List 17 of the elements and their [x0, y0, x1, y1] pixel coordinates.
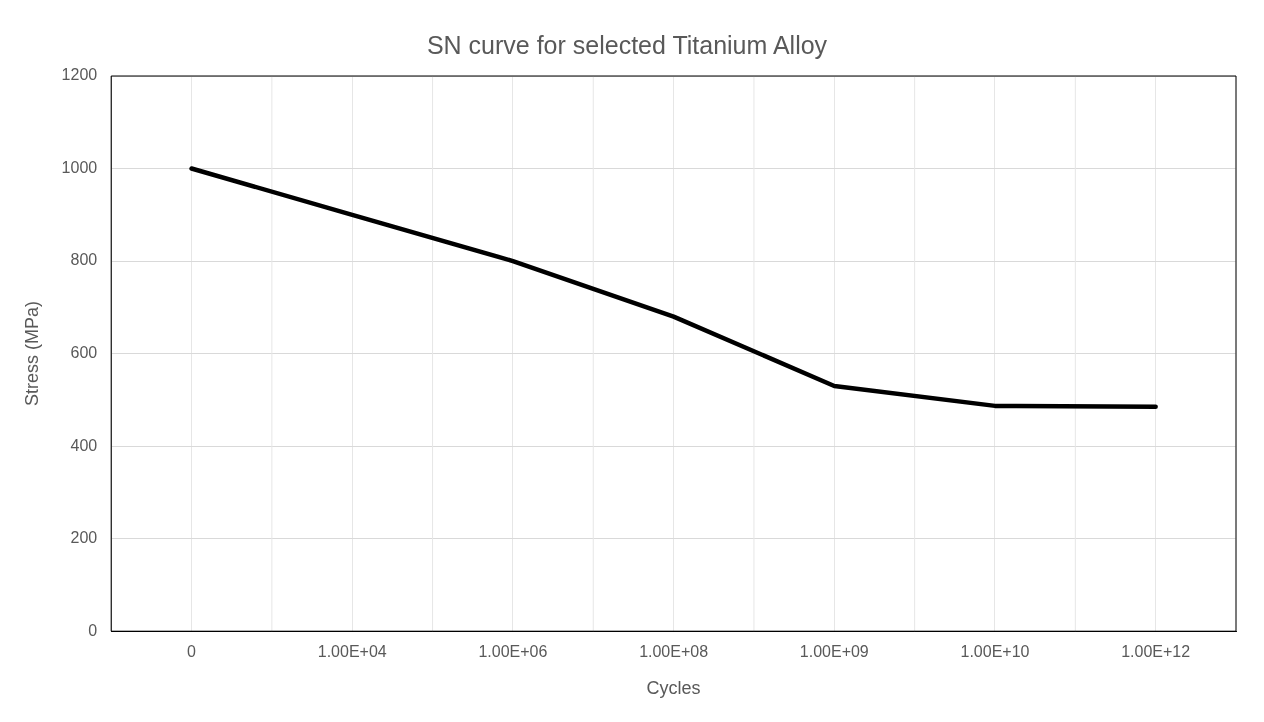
y-tick-label: 800: [70, 251, 98, 269]
y-tick-label: 400: [70, 436, 98, 454]
x-tick-label: 1.00E+09: [799, 643, 869, 661]
y-tick-label: 1200: [61, 66, 98, 84]
x-tick-label: 1.00E+08: [639, 643, 709, 661]
y-tick-label: 600: [70, 344, 98, 362]
chart-title: SN curve for selected Titanium Alloy: [426, 30, 828, 59]
y-tick-label: 1000: [61, 158, 98, 176]
y-tick-label: 0: [88, 621, 98, 639]
x-tick-label: 1.00E+06: [478, 643, 548, 661]
x-tick-label: 0: [187, 643, 197, 661]
y-axis-title: Stress (MPa): [21, 301, 42, 407]
x-axis-title: Cycles: [646, 678, 701, 699]
x-tick-label: 1.00E+10: [960, 643, 1030, 661]
x-tick-label: 1.00E+04: [317, 643, 387, 661]
y-tick-label: 200: [70, 529, 98, 547]
x-tick-label: 1.00E+12: [1121, 643, 1191, 661]
